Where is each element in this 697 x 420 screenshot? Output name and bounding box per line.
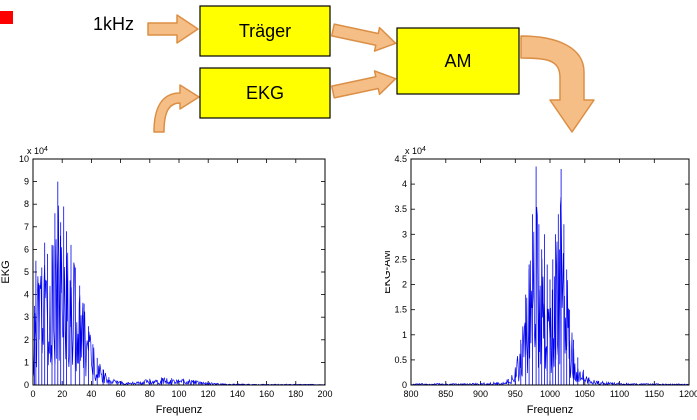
y-tick-label: 1 <box>24 357 29 367</box>
am-block <box>396 27 520 95</box>
y-tick-label: 2 <box>24 335 29 345</box>
y-tick-label: 4.5 <box>394 154 407 164</box>
y-tick-label: 3.5 <box>394 204 407 214</box>
plot-area <box>33 159 325 385</box>
y-tick-label: 5 <box>24 267 29 277</box>
x-tick-label: 40 <box>86 389 96 399</box>
arrow-input-traeger-icon <box>147 14 199 44</box>
x-tick-label: 60 <box>116 389 126 399</box>
x-tick-label: 200 <box>317 389 332 399</box>
x-tick-label: 950 <box>508 389 523 399</box>
spectrum-chart-ekg-am: 800 850 900 950 1000 1050 1100 1150 1200 0 0.5 1 1.5… <box>385 146 697 416</box>
y-tick-label: 3 <box>24 312 29 322</box>
x-tick-label: 140 <box>230 389 245 399</box>
arrow-traeger-am-icon <box>331 23 397 52</box>
x-tick-label: 180 <box>288 389 303 399</box>
traeger-block-label: Träger <box>239 21 291 41</box>
am-block-label: AM <box>445 51 472 71</box>
x-tick-label: 800 <box>403 389 418 399</box>
spectrum-chart-ekg: 0 20 40 60 80 100 120 140 160 180 200 0 1 2 3 4 5 6 7 8 9 10 F… <box>0 146 333 416</box>
x-tick-label: 20 <box>57 389 67 399</box>
ekg-block-label: EKG <box>246 83 284 103</box>
x-tick-label: 850 <box>438 389 453 399</box>
y-axis-multiplier: x 104 <box>405 146 426 156</box>
x-tick-label: 160 <box>259 389 274 399</box>
arrow-am-output-icon <box>520 35 595 133</box>
y-tick-label: 1.5 <box>394 305 407 315</box>
y-tick-label: 0 <box>24 380 29 390</box>
x-axis-label: Frequenz <box>156 404 202 416</box>
y-tick-label: 9 <box>24 177 29 187</box>
y-tick-label: 0.5 <box>394 355 407 365</box>
y-tick-label: 10 <box>19 154 29 164</box>
x-tick-label: 1050 <box>575 389 595 399</box>
x-tick-label: 1000 <box>540 389 560 399</box>
x-tick-label: 80 <box>145 389 155 399</box>
input-frequency-label: 1kHz <box>93 14 134 34</box>
y-tick-label: 0 <box>402 380 407 390</box>
x-tick-label: 1150 <box>645 389 664 399</box>
y-tick-label: 4 <box>24 290 29 300</box>
arrow-input-ekg-icon <box>153 84 200 133</box>
y-axis-label: EKG-AM <box>385 250 393 293</box>
y-axis-label: EKG <box>0 260 12 283</box>
arrow-ekg-am-icon <box>331 70 397 99</box>
traeger-block <box>199 5 331 57</box>
x-axis-label: Frequenz <box>527 404 573 416</box>
y-tick-label: 2 <box>402 280 407 290</box>
slide-bullet-marker <box>0 11 13 24</box>
x-tick-label: 100 <box>171 389 186 399</box>
x-tick-label: 120 <box>201 389 216 399</box>
x-tick-label: 1200 <box>679 389 697 399</box>
x-tick-label: 1100 <box>610 389 629 399</box>
y-tick-label: 8 <box>24 199 29 209</box>
y-tick-label: 1 <box>402 330 407 340</box>
y-tick-label: 4 <box>402 179 407 189</box>
axes-box <box>32 158 326 386</box>
y-axis-multiplier: x 104 <box>27 146 48 156</box>
x-tick-label: 900 <box>473 389 488 399</box>
block-diagram: 1kHz Träger EKG AM <box>0 5 595 133</box>
y-tick-label: 3 <box>402 229 407 239</box>
axes-box <box>410 158 690 386</box>
ekg-block <box>199 67 331 119</box>
y-tick-label: 6 <box>24 244 29 254</box>
y-tick-label: 2.5 <box>394 254 407 264</box>
x-tick-label: 0 <box>30 389 35 399</box>
y-tick-label: 7 <box>24 222 29 232</box>
